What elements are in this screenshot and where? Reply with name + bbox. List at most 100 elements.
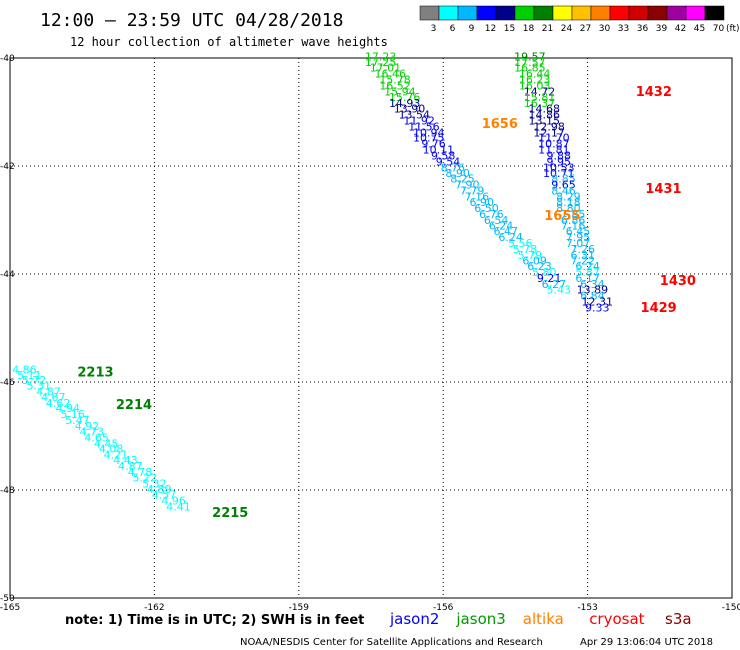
wave-height-label: 8.85	[551, 173, 576, 186]
y-tick-label: -40	[0, 54, 15, 64]
colorbar-swatch	[419, 5, 440, 21]
colorbar-label: 21	[542, 24, 553, 34]
colorbar-label: 6	[450, 24, 456, 34]
wave-height-label: 5.56	[508, 237, 533, 250]
wave-height-label: 6.45	[566, 225, 591, 238]
wave-height-label: 4.45	[94, 437, 119, 450]
wave-height-label: 13.15	[529, 114, 561, 127]
colorbar-swatch	[533, 5, 554, 21]
colorbar-swatch	[590, 5, 611, 21]
wave-height-label: 6.09	[522, 254, 547, 267]
x-tick-label: -159	[289, 603, 310, 613]
wave-height-label: 14.72	[524, 85, 556, 98]
wave-height-label: 6.24	[489, 220, 514, 233]
wave-height-label: 17.23	[365, 51, 397, 64]
wave-height-label: 16.03	[519, 79, 551, 92]
wave-height-label: 13.54	[399, 108, 431, 121]
wave-height-label: 13.89	[577, 283, 609, 296]
satellite-legend: jason2 jason3 altika cryosat s3a	[389, 610, 692, 628]
wave-height-label: 17.25	[365, 56, 397, 69]
wave-height-label: 8.29	[556, 191, 581, 204]
colorbar-label: 24	[561, 24, 573, 34]
wave-height-label: 6.54	[484, 214, 509, 227]
colorbar-swatch	[666, 5, 687, 21]
satellite-legend-item: jason2	[389, 610, 439, 628]
colorbar-swatch	[476, 5, 497, 21]
wave-height-label: 4.87	[36, 386, 61, 399]
credit-text: NOAA/NESDIS Center for Satellite Applica…	[240, 637, 543, 648]
plot-frame	[9, 57, 733, 599]
wave-height-label: 5.80	[532, 266, 557, 279]
wave-height-label: 15.81	[524, 91, 556, 104]
wave-height-label: 13.90	[394, 103, 426, 116]
wave-height-label: 7.26	[571, 243, 596, 256]
wave-height-label: 6.24	[575, 260, 600, 273]
wave-height-label: 4.94	[56, 402, 81, 415]
wave-height-label: 4.67	[41, 391, 66, 404]
wave-height-label: 7.90	[455, 179, 480, 192]
colorbar-swatch	[704, 5, 725, 21]
x-tick-label: -162	[144, 603, 164, 613]
colorbar-label: 27	[580, 24, 591, 34]
colorbar-label: 9	[469, 24, 475, 34]
y-tick-label: -50	[0, 594, 15, 604]
pass-label: 1655	[544, 209, 580, 224]
wave-height-label: 15.94	[384, 85, 416, 98]
colorbar-label: 45	[694, 24, 705, 34]
note-text: note: 1) Time is in UTC; 2) SWH is in fe…	[65, 613, 364, 628]
wave-height-label: 4.43	[113, 454, 138, 467]
chart-subtitle: 12 hour collection of altimeter wave hei…	[70, 35, 388, 49]
wave-height-label: 9.21	[537, 272, 562, 285]
y-tick-label: -48	[0, 486, 15, 496]
wave-height-label: 4.73	[80, 425, 105, 438]
wave-height-label: 19.57	[514, 51, 546, 64]
wave-height-label: 4.08	[99, 443, 124, 456]
wave-height-label: 16.46	[375, 67, 407, 80]
wave-height-label: 7.16	[465, 191, 490, 204]
wave-height-label: 10.11	[423, 144, 455, 157]
axis-ticks: -165 -162 -159 -156 -153 -150 -40 -42 -44 -46 -48 -…	[0, 54, 740, 613]
wave-height-label: 7.22	[571, 254, 596, 267]
y-tick-label: -44	[0, 270, 15, 280]
wave-height-label: 16.23	[519, 73, 551, 86]
wave-height-label: 4.78	[128, 466, 153, 479]
grid	[10, 58, 732, 598]
wave-height-label: 12.98	[533, 120, 565, 133]
wave-height-label: 6.23	[527, 260, 552, 273]
colorbar-label: 70	[713, 24, 725, 34]
wave-height-label: 16.37	[524, 97, 556, 110]
pass-label: 1656	[482, 117, 518, 132]
colorbar-swatch	[628, 5, 649, 21]
wave-height-label: 5.16	[60, 408, 85, 421]
wave-height-label: 5.11	[17, 369, 42, 382]
wave-height-label: 9.58	[431, 150, 456, 163]
pass-label: 2215	[212, 506, 248, 521]
x-tick-label: -156	[433, 603, 454, 613]
wave-height-label: 4.41	[166, 501, 191, 514]
wave-height-label: 12.31	[581, 295, 613, 308]
satellite-legend-item: cryosat	[589, 610, 644, 628]
wave-height-label: 15.78	[379, 73, 411, 86]
colorbar-label: 15	[504, 24, 515, 34]
colorbar-label: 30	[599, 24, 611, 34]
wave-height-label: 8.90	[445, 167, 470, 180]
wave-height-label: 15.76	[389, 91, 421, 104]
colorbar-label: 18	[523, 24, 535, 34]
y-tick-label: -46	[0, 378, 15, 388]
wave-height-label: 4.92	[75, 420, 100, 433]
colorbar-swatch	[571, 5, 592, 21]
x-tick-label: -165	[0, 603, 20, 613]
colorbar: 3 6 9 12 15 18 21 24 27 30 33 36 39 42 45 70 (ft)	[419, 5, 740, 34]
wave-height-label: 5.43	[546, 283, 571, 296]
wave-height-label: 7.85	[561, 208, 586, 221]
wave-height-label: 8.25	[450, 173, 475, 186]
pass-label: 2213	[77, 366, 113, 381]
wave-height-label: 9.54	[436, 155, 461, 168]
wave-height-label: 6.50	[474, 202, 499, 215]
wave-height-label: 16.44	[519, 67, 551, 80]
colorbar-label: 36	[637, 24, 649, 34]
wave-height-label: 6.76	[479, 208, 504, 221]
pass-label: 1431	[645, 182, 681, 197]
wave-height-label: 16.52	[379, 79, 411, 92]
